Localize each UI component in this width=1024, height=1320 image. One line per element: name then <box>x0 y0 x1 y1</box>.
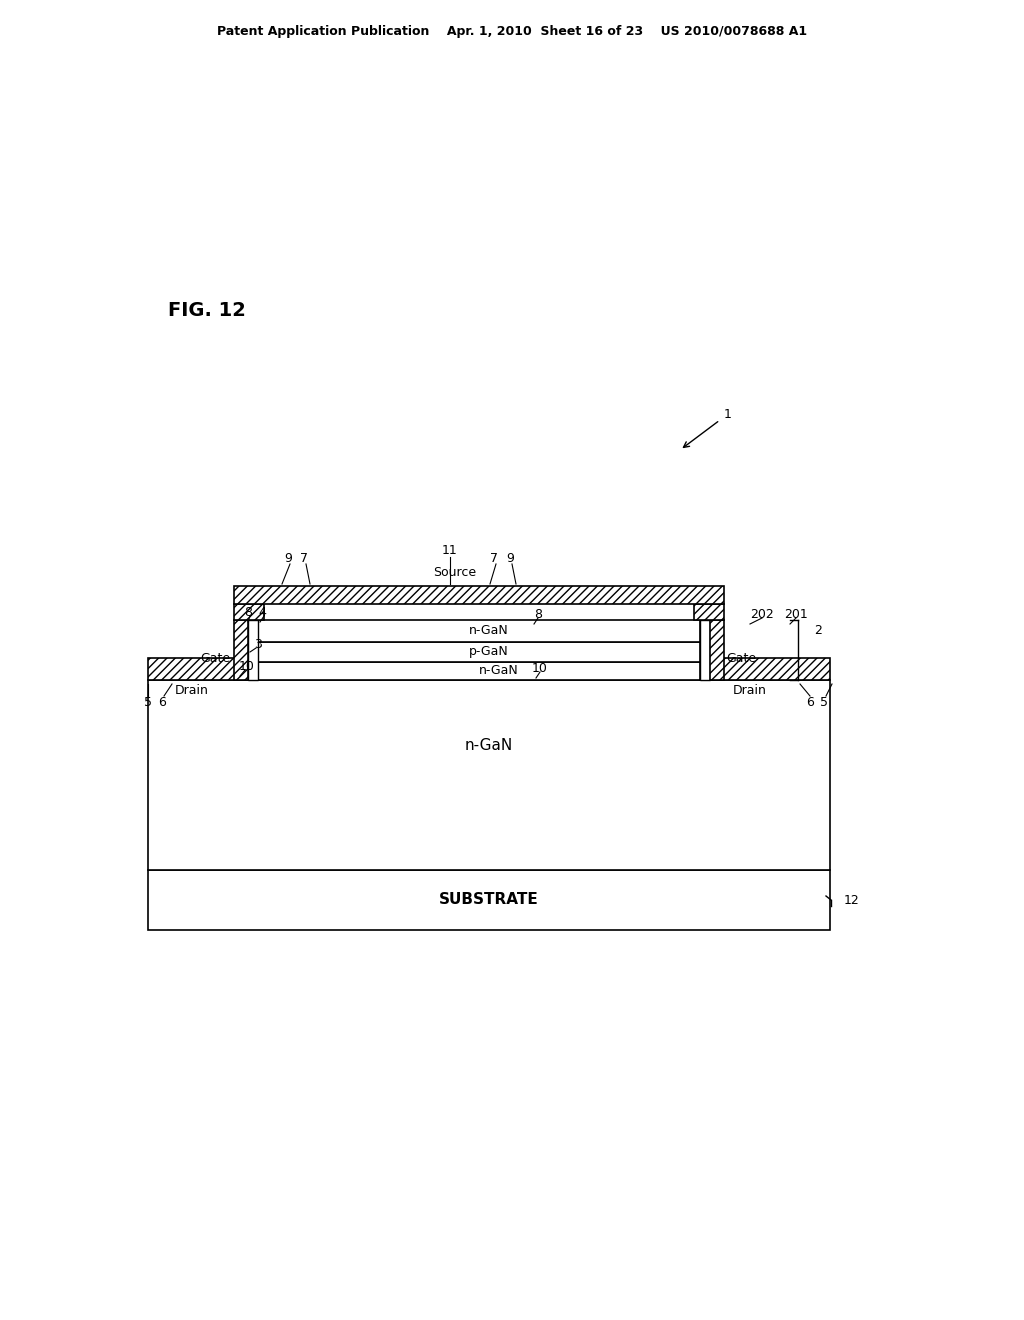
Bar <box>700 620 710 680</box>
Bar <box>700 657 830 680</box>
Bar <box>148 680 830 870</box>
Text: FIG. 12: FIG. 12 <box>168 301 246 319</box>
Text: 8: 8 <box>244 606 252 619</box>
Bar <box>258 642 700 663</box>
Bar <box>234 605 264 620</box>
Text: 8: 8 <box>534 607 542 620</box>
Text: 7: 7 <box>300 552 308 565</box>
Bar <box>234 620 248 680</box>
Bar <box>258 620 700 642</box>
Bar <box>148 870 830 931</box>
Text: 3: 3 <box>254 638 262 651</box>
Text: 10: 10 <box>532 661 548 675</box>
Text: Source: Source <box>433 565 476 578</box>
Text: p-GaN: p-GaN <box>469 645 509 659</box>
Text: 2: 2 <box>814 623 822 636</box>
Text: 6: 6 <box>158 696 166 709</box>
Text: 9: 9 <box>284 552 292 565</box>
Text: Patent Application Publication    Apr. 1, 2010  Sheet 16 of 23    US 2010/007868: Patent Application Publication Apr. 1, 2… <box>217 25 807 38</box>
Text: 9: 9 <box>506 552 514 565</box>
Bar <box>234 586 724 605</box>
Bar <box>710 620 724 680</box>
Text: n-GaN: n-GaN <box>465 738 513 752</box>
Text: 10: 10 <box>239 660 255 672</box>
Text: 5: 5 <box>144 696 152 709</box>
Text: Drain: Drain <box>175 684 209 697</box>
Text: 7: 7 <box>490 552 498 565</box>
Text: Gate: Gate <box>200 652 230 664</box>
Text: 201: 201 <box>784 607 808 620</box>
Text: 11: 11 <box>442 544 458 557</box>
Text: n-GaN: n-GaN <box>479 664 519 677</box>
Bar <box>258 663 700 680</box>
Text: 202: 202 <box>751 607 774 620</box>
Text: 1: 1 <box>724 408 732 421</box>
Text: 6: 6 <box>806 696 814 709</box>
Text: n-GaN: n-GaN <box>469 624 509 638</box>
Text: 4: 4 <box>258 606 266 619</box>
Text: Drain: Drain <box>733 684 767 697</box>
Text: 5: 5 <box>820 696 828 709</box>
Bar <box>248 620 258 680</box>
Text: 12: 12 <box>844 894 860 907</box>
Bar <box>694 605 724 620</box>
Text: Gate: Gate <box>726 652 756 664</box>
Text: SUBSTRATE: SUBSTRATE <box>439 892 539 908</box>
Bar <box>148 657 258 680</box>
